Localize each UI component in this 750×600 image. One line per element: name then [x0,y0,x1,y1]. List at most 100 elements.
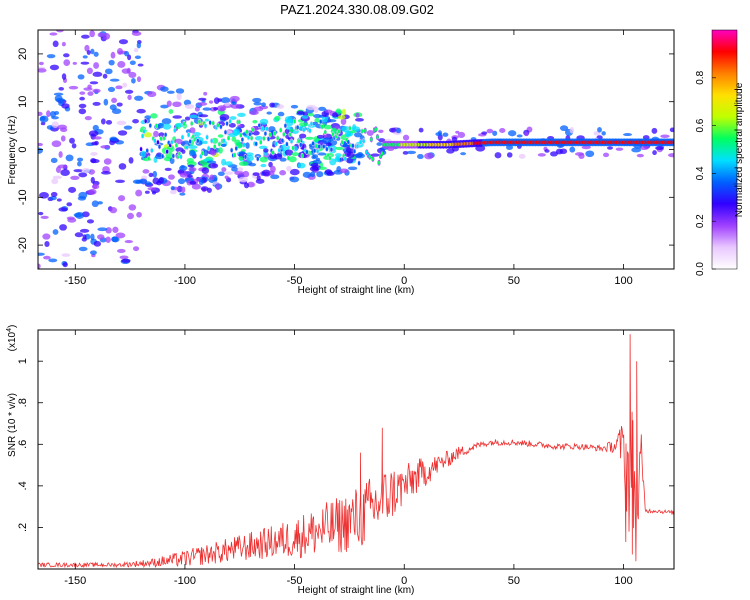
heatmap-ridge-cell [213,144,216,149]
heatmap-cell [208,100,214,104]
heatmap-cell [289,168,300,176]
heatmap-ridge-cell [264,131,267,136]
heatmap-ridge-cell [273,131,276,136]
heatmap-cell [202,107,212,111]
heatmap-cell [38,263,41,269]
heatmap-cell [94,140,99,146]
heatmap-cell [77,74,85,80]
heatmap-cell [136,42,142,49]
heatmap-cell [296,110,305,115]
heatmap-cell [102,32,111,40]
heatmap-cell [176,93,182,101]
heatmap-cell [418,127,424,133]
heatmap-cell [58,151,63,158]
heatmap-cell [73,169,84,173]
heatmap-ridge-cell [170,140,173,145]
heatmap-cell [203,140,208,145]
heatmap-cell [277,111,285,117]
heatmap-cell [144,190,150,194]
spectrogram-y-label: Frequency (Hz) [7,116,18,185]
heatmap-cell [169,157,175,164]
heatmap-cell [314,117,320,123]
heatmap-ridge-cell [222,138,226,143]
heatmap-cell [266,111,272,115]
heatmap-ridge-cell [364,128,367,133]
heatmap-cell [460,152,467,156]
heatmap-cell [245,142,250,149]
colorbar-tick-label: 0.8 [695,70,706,84]
heatmap-cell [224,175,229,180]
heatmap-cell [231,136,237,142]
heatmap-cell [376,142,383,146]
heatmap-cell [229,95,240,102]
heatmap-cell [234,170,244,176]
heatmap-cell [105,236,111,243]
heatmap-ridge-cell [227,136,230,141]
heatmap-cell [180,140,191,147]
heatmap-cell [581,145,591,150]
heatmap-ridge-cell [297,139,301,144]
heatmap-ridge-cell [139,147,143,152]
heatmap-cell [42,233,51,240]
colorbar-tick-label: 0.2 [695,214,706,228]
heatmap-ridge-cell [255,141,258,146]
heatmap-cell [88,130,99,137]
heatmap-cell [170,185,175,191]
heatmap-ridge-cell [175,143,178,148]
heatmap-ridge-cell [189,139,192,144]
heatmap-cell [220,143,227,147]
heatmap-ridge-cell [356,144,359,149]
heatmap-ridge-cell [196,138,200,143]
heatmap-cell [669,127,674,133]
heatmap-cell [90,48,95,55]
heatmap-cell [276,104,285,109]
heatmap-cell [324,109,333,114]
heatmap-ridge-cell [156,140,160,145]
heatmap-ridge-cell [282,132,286,137]
heatmap-cell [40,215,49,219]
colorbar: 0.0 0.2 0.4 0.6 0.8 Normalized spectral ampl… [695,29,745,276]
heatmap-ridge-cell [141,133,144,138]
heatmap-cell [352,124,357,131]
heatmap-ridge-cell [368,154,372,159]
snr-line-layer [38,334,674,569]
heatmap-ridge-cell [241,137,244,142]
heatmap-cell [197,102,208,106]
heatmap-ridge-cell [330,147,333,152]
heatmap-cell [137,63,144,67]
heatmap-cell [189,114,198,119]
heatmap-ridge-cell [233,153,236,158]
heatmap-ridge-cell [235,146,238,151]
heatmap-ridge-cell [344,156,347,161]
heatmap-cell [184,116,191,121]
heatmap-cell [78,108,87,115]
heatmap-ridge-cell [296,125,299,130]
heatmap-cell [55,98,66,103]
heatmap-cell [101,171,111,175]
heatmap-cell [38,142,43,147]
heatmap-cell [516,134,523,138]
heatmap-cell [389,127,397,133]
heatmap-cell [299,133,307,139]
heatmap-cell [668,153,674,158]
heatmap-ridge-cell [319,119,322,124]
heatmap-cell [506,152,513,158]
heatmap-cell [242,170,250,178]
heatmap-cell [219,113,230,121]
heatmap-ridge-cell [265,126,269,131]
heatmap-cell [39,115,49,123]
heatmap-cell [128,157,134,164]
heatmap-cell [111,97,118,104]
heatmap-cell [93,62,100,69]
heatmap-cell [70,175,80,180]
heatmap-cell [286,165,292,172]
heatmap-cell [175,122,185,128]
heatmap-cell [217,171,225,177]
heatmap-ridge-cell [339,157,342,162]
heatmap-cell [124,239,133,244]
heatmap-cell [290,104,299,109]
heatmap-cell [122,82,128,88]
heatmap-cell [217,134,224,138]
spectrogram-y-tick-label: -20 [17,237,29,253]
heatmap-cell [124,89,134,94]
